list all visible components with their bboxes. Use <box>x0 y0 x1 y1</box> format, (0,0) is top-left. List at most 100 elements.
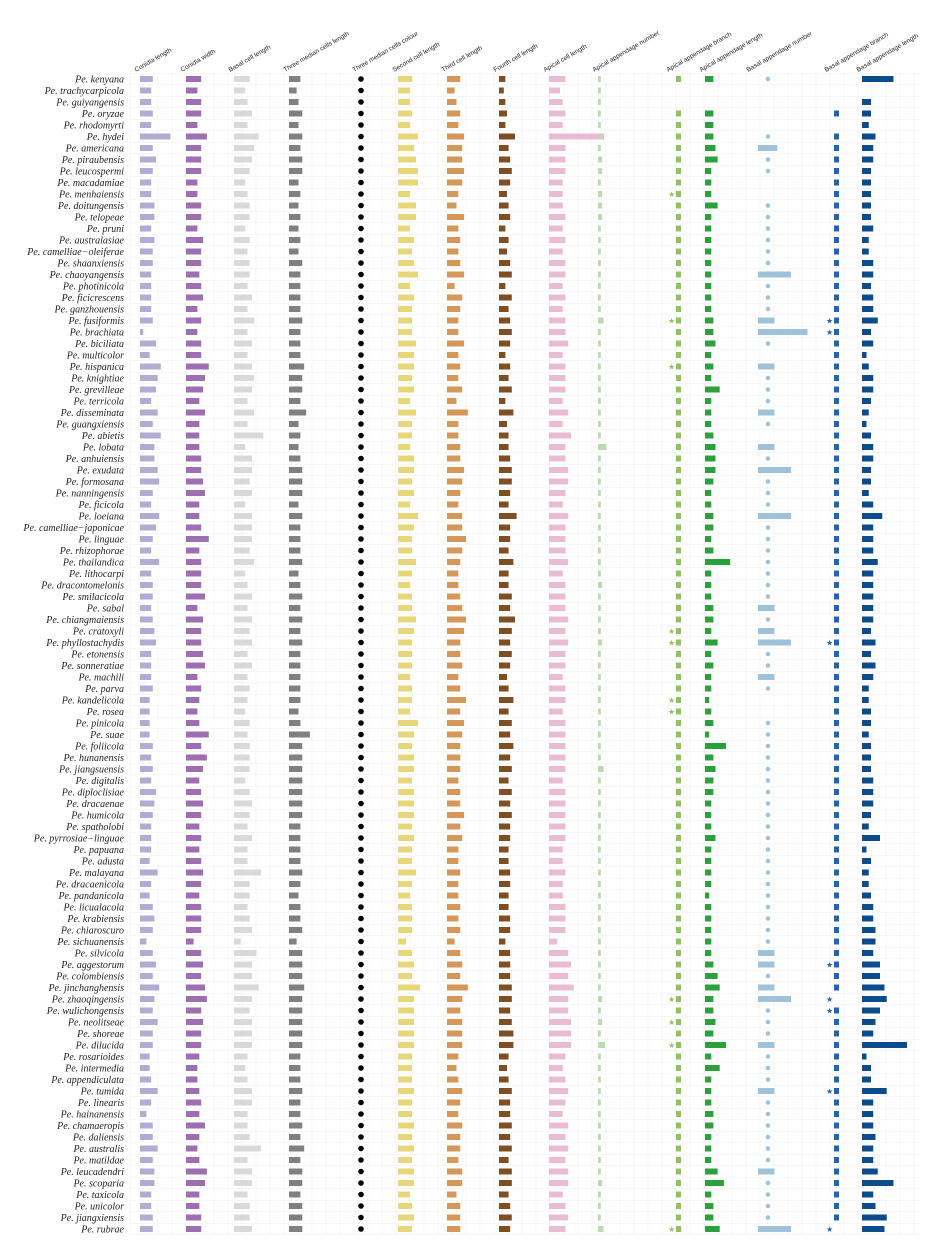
species-label: Pe. photinicola <box>62 282 124 293</box>
trait-bar <box>398 582 410 588</box>
trait-bar <box>499 651 512 657</box>
branch-mark <box>834 1042 839 1048</box>
species-label: Pe. jiangxiensis <box>60 1213 124 1224</box>
species-label: Pe. digitalis <box>75 776 124 787</box>
trait-bar <box>447 1053 459 1060</box>
median-colour-dot <box>358 455 364 462</box>
trait-bar <box>862 294 874 301</box>
species-label: Pe. terricola <box>72 397 124 408</box>
trait-bar <box>598 87 601 94</box>
branch-mark <box>676 444 681 450</box>
trait-bar <box>186 501 200 508</box>
trait-bar <box>549 674 563 680</box>
trait-bar <box>598 570 601 577</box>
trait-bar <box>289 559 303 565</box>
trait-bar <box>234 1134 250 1140</box>
trait-bar <box>598 478 601 485</box>
trait-bar <box>499 478 512 485</box>
trait-bar <box>499 639 511 646</box>
median-colour-dot <box>358 1214 364 1221</box>
branch-mark <box>676 317 681 324</box>
trait-bar <box>447 973 461 979</box>
trait-bar <box>140 582 153 588</box>
trait-bar <box>186 1065 198 1071</box>
trait-bar <box>499 1134 511 1140</box>
trait-bar <box>447 685 461 692</box>
trait-bar <box>447 950 461 956</box>
trait-bar <box>447 455 461 462</box>
trait-bar <box>289 823 301 830</box>
trait-bar <box>140 662 152 669</box>
branch-mark <box>676 225 681 232</box>
basal-appendage-number-mark <box>765 226 771 231</box>
trait-bar <box>549 720 566 726</box>
trait-bar <box>289 191 301 197</box>
median-colour-dot <box>358 1019 364 1025</box>
trait-bar <box>186 674 198 680</box>
trait-bar <box>499 1019 512 1025</box>
trait-bar <box>598 352 601 358</box>
trait-bar <box>186 570 202 577</box>
trait-bar <box>862 800 874 807</box>
trait-bar <box>447 835 463 841</box>
branch-mark <box>676 651 681 657</box>
species-label: Pe. oryzae <box>81 109 125 120</box>
trait-bar <box>234 582 248 588</box>
trait-bar <box>289 835 301 841</box>
branch-mark <box>676 559 681 565</box>
trait-bar <box>140 1203 152 1209</box>
branch-mark <box>834 248 839 255</box>
branch-mark <box>834 306 839 312</box>
branch-mark <box>676 237 681 243</box>
trait-bar <box>140 340 156 347</box>
trait-bar <box>862 432 871 439</box>
trait-bar <box>289 513 303 519</box>
trait-bar <box>140 616 153 623</box>
trait-bar <box>862 156 874 163</box>
trait-bar <box>140 961 156 968</box>
trait-bar <box>398 754 414 761</box>
trait-bar <box>140 409 158 416</box>
trait-bar <box>499 1168 512 1175</box>
trait-bar <box>758 984 775 991</box>
trait-bar <box>140 1007 153 1014</box>
trait-bar <box>549 179 563 186</box>
trait-bar <box>140 260 153 266</box>
trait-bar <box>447 904 461 910</box>
trait-bar <box>598 513 601 519</box>
branch-mark <box>676 938 681 945</box>
trait-bar <box>705 869 712 876</box>
trait-bar <box>549 467 569 473</box>
branch-mark <box>676 455 681 462</box>
branch-mark <box>676 1203 681 1209</box>
trait-bar <box>862 938 876 945</box>
trait-bar <box>186 513 200 519</box>
median-colour-dot <box>358 398 364 404</box>
trait-bar <box>398 708 410 715</box>
median-colour-dot <box>358 777 364 784</box>
trait-bar <box>499 1180 512 1186</box>
median-colour-dot <box>358 1111 364 1117</box>
trait-bar <box>186 547 200 554</box>
trait-bar <box>598 881 601 887</box>
trait-bar <box>234 1065 246 1071</box>
trait-bar <box>186 869 204 876</box>
trait-bar <box>289 501 299 508</box>
trait-bar <box>705 685 712 692</box>
species-label: Pe. hispanica <box>69 362 124 373</box>
trait-bar <box>705 1180 724 1186</box>
trait-bar <box>598 973 601 979</box>
column-header: Fourth cell length <box>493 43 540 74</box>
trait-bar <box>186 490 205 496</box>
trait-bar <box>186 1122 205 1129</box>
trait-bar <box>140 202 155 209</box>
trait-bar <box>398 789 414 795</box>
branch-mark <box>676 501 681 508</box>
trait-bar <box>862 409 869 416</box>
trait-bar <box>598 375 601 381</box>
trait-bar <box>234 87 246 94</box>
trait-bar <box>549 524 566 531</box>
branch-mark <box>676 731 681 738</box>
branch-mark <box>834 743 839 749</box>
branch-mark <box>834 260 839 266</box>
